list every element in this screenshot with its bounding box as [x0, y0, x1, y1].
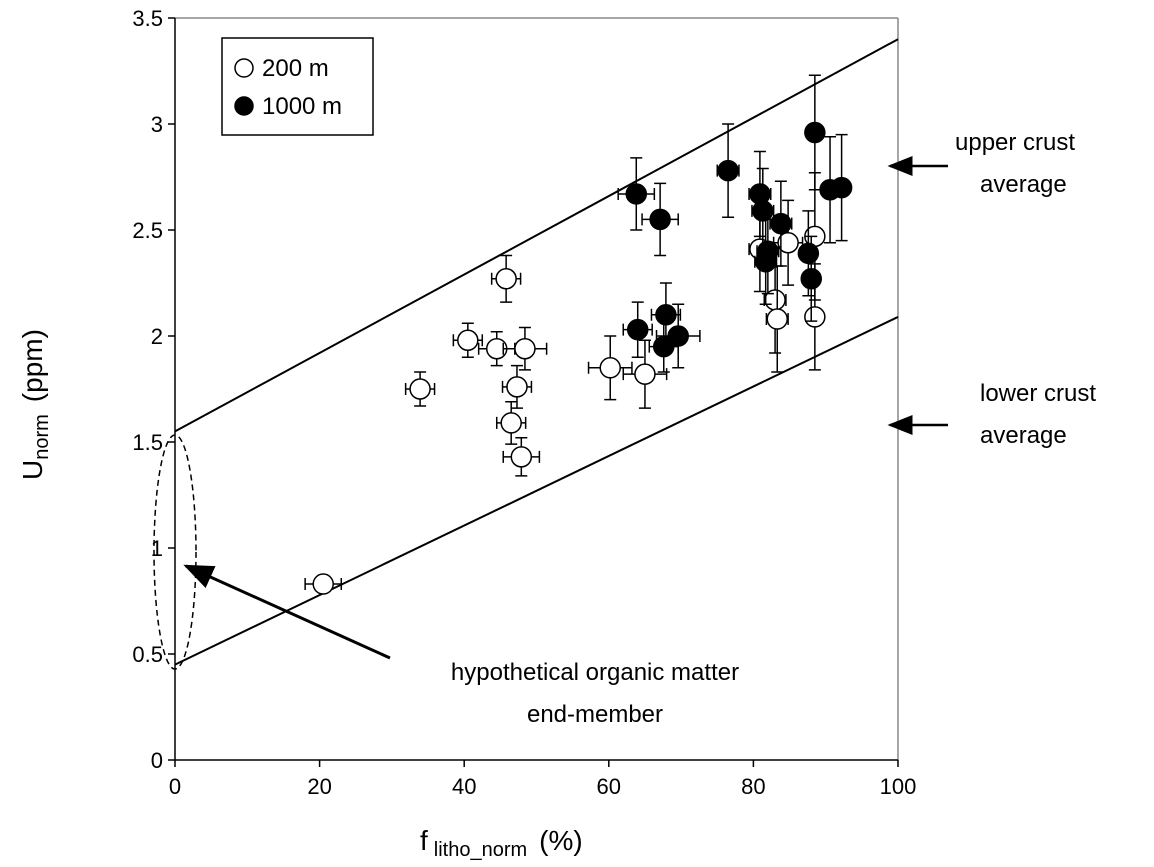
- y-tick-label: 1.5: [132, 430, 163, 455]
- y-tick-label: 2.5: [132, 218, 163, 243]
- y-label-unit: (ppm): [17, 329, 48, 402]
- y-axis-label: Unorm (ppm): [17, 329, 53, 480]
- point-group: [648, 320, 679, 373]
- point: [409, 378, 431, 400]
- reference-line: [174, 38, 899, 433]
- point: [626, 318, 649, 341]
- point-group: [748, 150, 772, 238]
- annotation: end-member: [527, 701, 663, 728]
- point: [625, 183, 648, 205]
- point: [800, 268, 822, 290]
- point: [667, 325, 689, 347]
- y-label-main: U: [17, 460, 48, 480]
- point: [830, 176, 853, 199]
- point: [777, 231, 799, 254]
- legend-label: 1000 m: [262, 93, 342, 120]
- point: [649, 208, 671, 231]
- legend-label: 200 m: [262, 55, 329, 82]
- point: [514, 337, 536, 360]
- x-tick-label: 40: [452, 774, 476, 799]
- point: [804, 306, 826, 328]
- legend-marker: [234, 58, 254, 78]
- legend-box: [221, 37, 374, 136]
- point: [717, 159, 739, 182]
- point-group: [830, 133, 853, 242]
- x-tick-label: 0: [169, 774, 181, 799]
- point-group: [769, 180, 793, 267]
- point-group: [617, 157, 656, 231]
- point: [655, 304, 677, 326]
- y-tick-label: 0.5: [132, 642, 163, 667]
- y-tick-label: 3.5: [132, 6, 163, 31]
- point-group: [800, 235, 822, 322]
- point: [312, 573, 334, 595]
- end-member-ellipse: [153, 434, 197, 670]
- point: [634, 363, 656, 385]
- point-group: [587, 335, 633, 401]
- point: [804, 121, 826, 144]
- x-tick-label: 60: [597, 774, 621, 799]
- y-tick-label: 2: [151, 324, 163, 349]
- point-group: [501, 364, 533, 409]
- x-label-unit: (%): [539, 825, 583, 856]
- point: [506, 376, 528, 398]
- point: [754, 251, 777, 273]
- point-group: [490, 254, 522, 303]
- point-group: [622, 339, 668, 409]
- legend: 200 m 1000 m: [221, 37, 374, 136]
- point: [797, 242, 820, 265]
- point-group: [495, 400, 527, 445]
- annotation: average: [980, 422, 1067, 449]
- reference-line: [174, 316, 899, 666]
- x-axis-label: f litho_norm (%): [420, 825, 583, 861]
- y-tick-label: 0: [151, 748, 163, 773]
- point-group: [502, 437, 541, 477]
- point: [766, 308, 789, 330]
- x-tick-label: 100: [880, 774, 917, 799]
- point-group: [655, 303, 701, 369]
- annotation: upper crust: [955, 129, 1075, 156]
- point: [457, 329, 479, 351]
- y-label-sub: norm: [31, 414, 53, 460]
- point: [500, 412, 522, 434]
- point-group: [502, 326, 548, 371]
- point-group: [622, 301, 653, 358]
- point-group: [804, 74, 826, 191]
- point-group: [304, 573, 343, 595]
- point: [599, 357, 621, 379]
- point-group: [716, 123, 740, 219]
- x-label-sub: litho_norm: [434, 839, 527, 861]
- x-tick-label: 80: [741, 774, 765, 799]
- point: [495, 268, 517, 290]
- x-label-main: f: [420, 825, 428, 856]
- x-tick-label: 20: [307, 774, 331, 799]
- point-group: [452, 322, 484, 358]
- y-tick-label: 1: [151, 536, 163, 561]
- arrow: [183, 564, 391, 660]
- plot-area: 0 0.5 1 1.5 2 2.5 3 3.5 0 20 40 60 80 100: [132, 6, 916, 799]
- y-tick-label: 3: [151, 112, 163, 137]
- legend-marker: [234, 96, 254, 116]
- annotation: lower crust: [980, 380, 1096, 407]
- point: [770, 212, 792, 235]
- point: [510, 446, 533, 468]
- point-group: [641, 182, 679, 257]
- annotation: hypothetical organic matter: [451, 659, 739, 686]
- annotation: average: [980, 171, 1067, 198]
- point-group: [765, 265, 789, 373]
- point-group: [404, 371, 436, 407]
